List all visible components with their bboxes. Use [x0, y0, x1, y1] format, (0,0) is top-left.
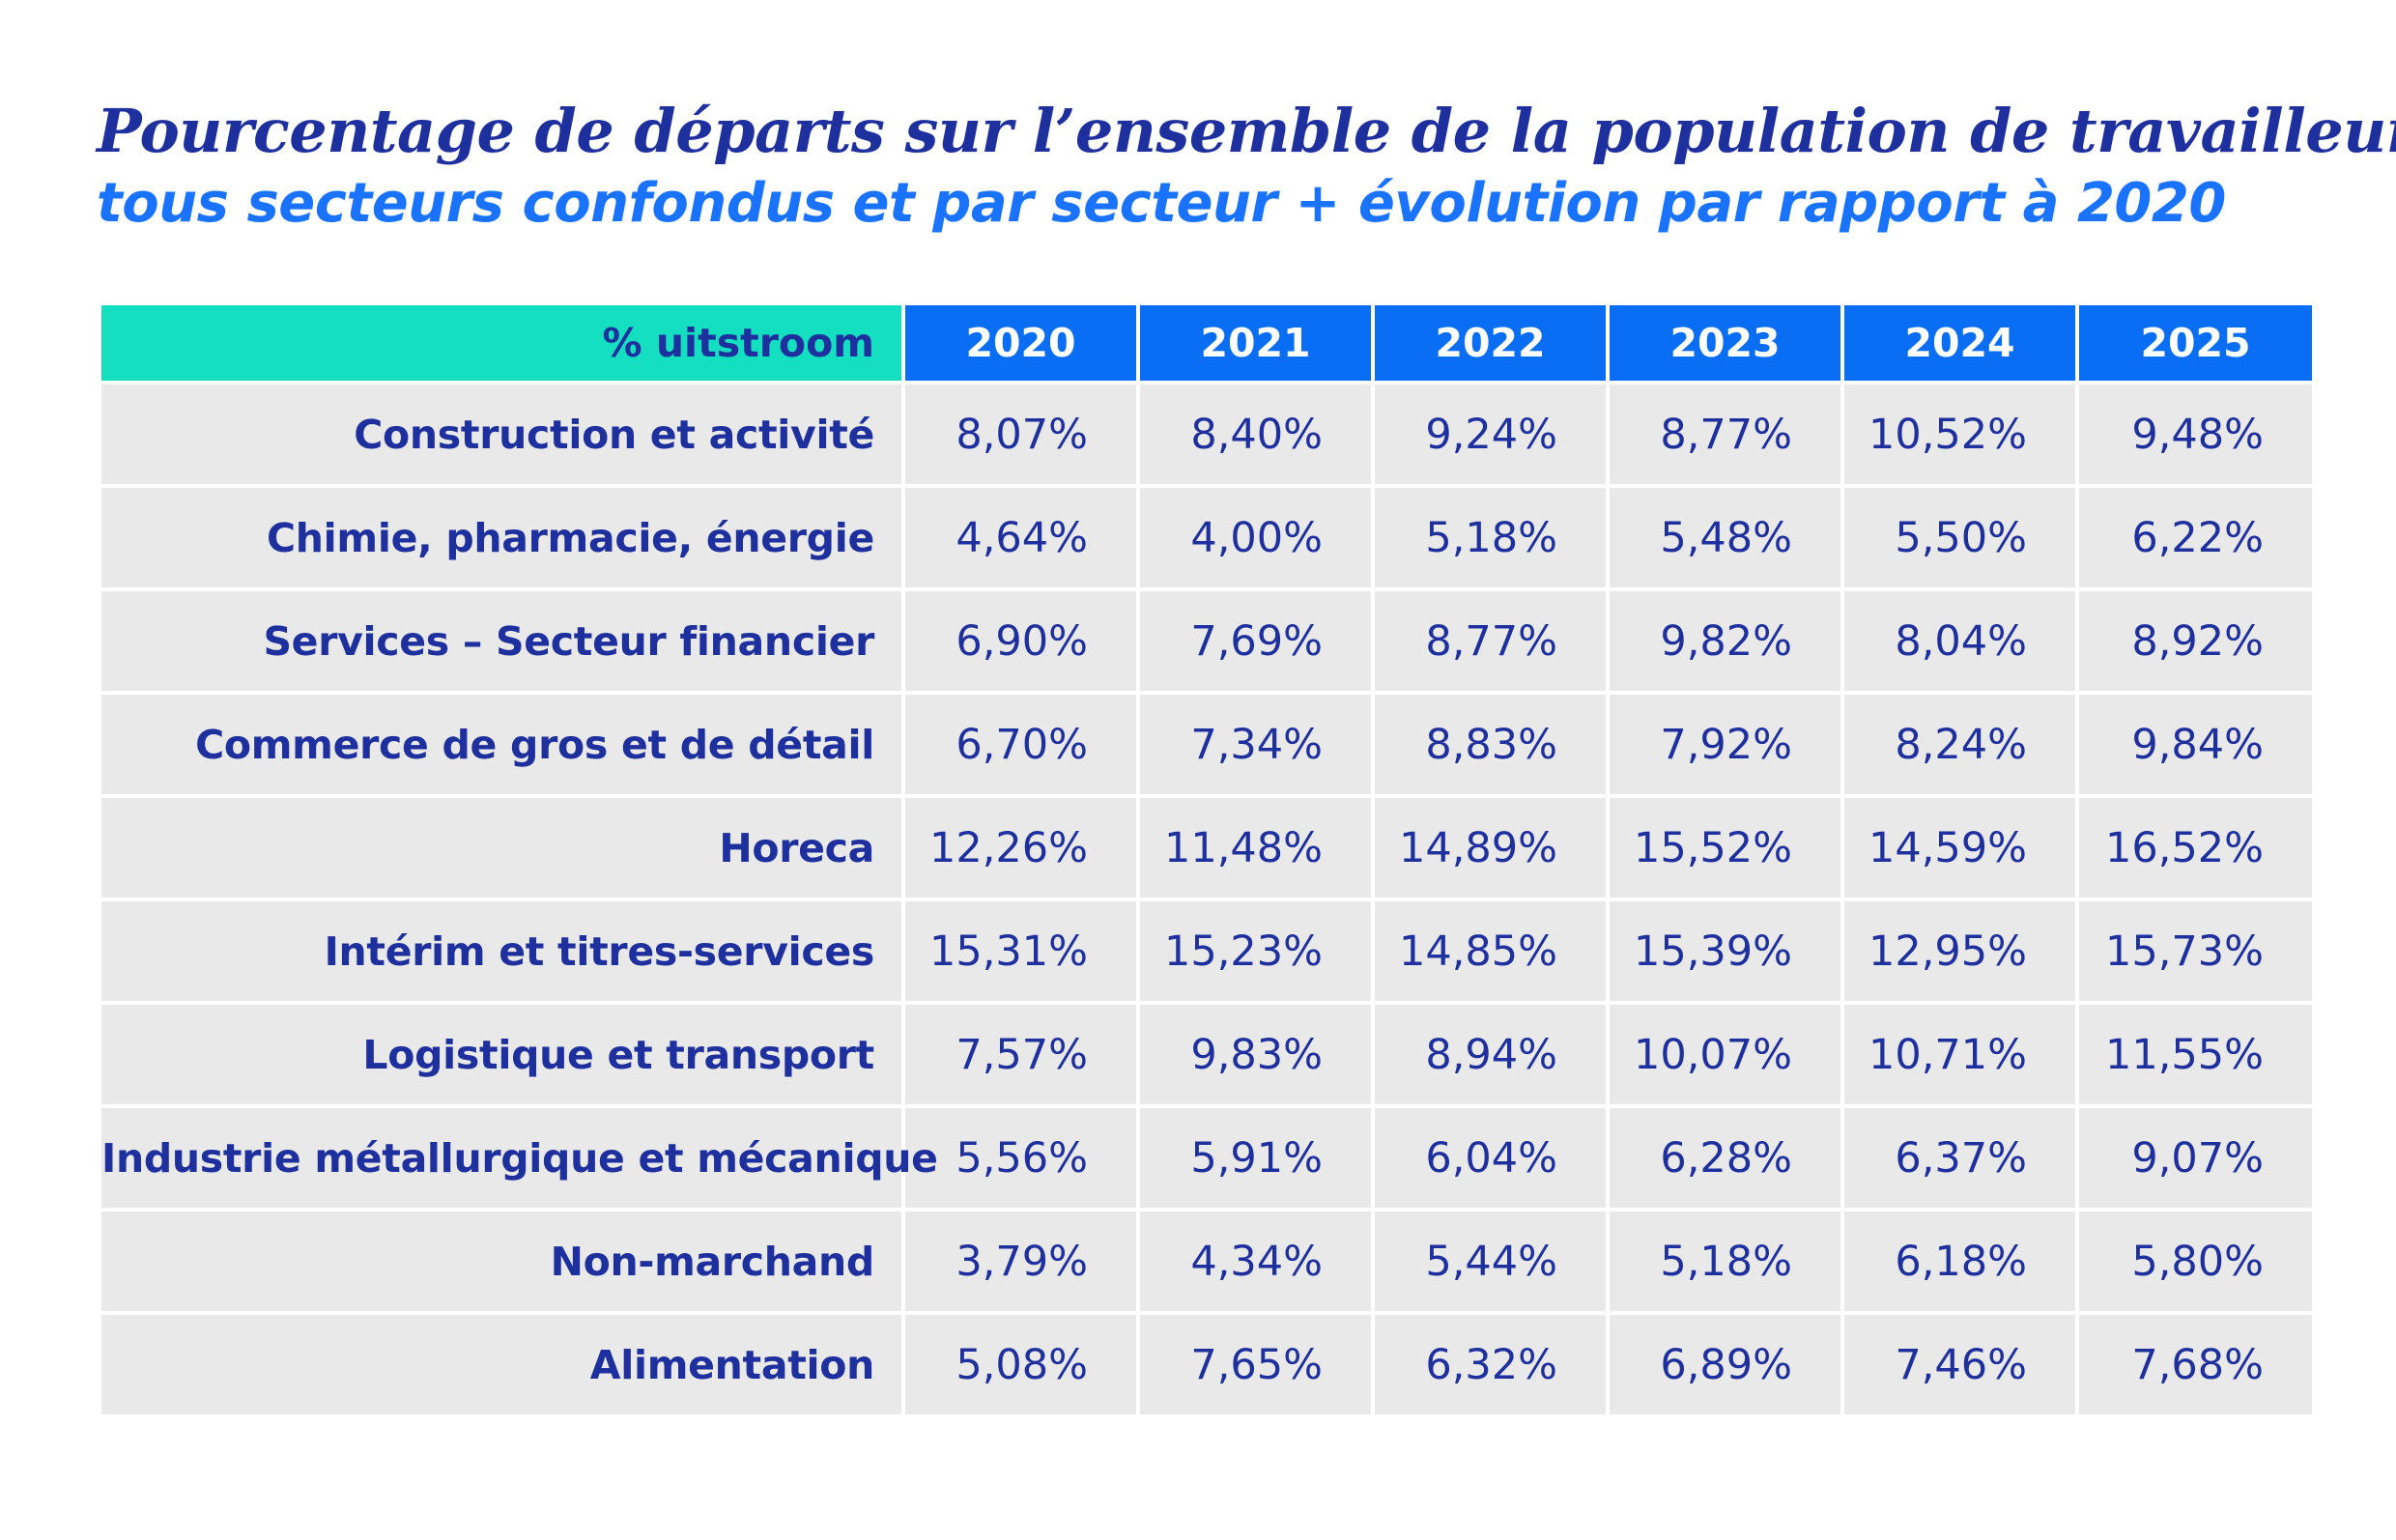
value-cell: 14,85%	[1371, 898, 1610, 1005]
value-cell: 8,40%	[1136, 381, 1375, 488]
value-cell: 10,71%	[1840, 1001, 2079, 1108]
value-cell: 8,77%	[1606, 381, 1844, 488]
value-cell: 11,48%	[1136, 794, 1375, 901]
table-row: Horeca 12,26% 11,48% 14,89% 15,52% 14,59% 16,5…	[98, 794, 2316, 901]
value-cell: 7,65%	[1136, 1311, 1375, 1418]
header-year-cell: 2024	[1840, 301, 2079, 385]
value-cell: 5,80%	[2075, 1208, 2316, 1315]
header-year-cell: 2020	[901, 301, 1140, 385]
value-cell: 7,34%	[1136, 691, 1375, 798]
header-label-cell: % uitstroom	[98, 301, 905, 385]
value-cell: 8,24%	[1840, 691, 2079, 798]
chart-subtitle: tous secteurs confondus et par secteur +…	[97, 172, 2226, 235]
value-cell: 7,46%	[1840, 1311, 2079, 1418]
value-cell: 15,23%	[1136, 898, 1375, 1005]
value-cell: 6,32%	[1371, 1311, 1610, 1418]
value-cell: 8,83%	[1371, 691, 1610, 798]
header-year-cell: 2021	[1136, 301, 1375, 385]
value-cell: 6,90%	[901, 587, 1140, 695]
value-cell: 6,37%	[1840, 1104, 2079, 1212]
value-cell: 4,34%	[1136, 1208, 1375, 1315]
value-cell: 5,18%	[1606, 1208, 1844, 1315]
row-label: Alimentation	[98, 1311, 905, 1418]
value-cell: 9,83%	[1136, 1001, 1375, 1108]
value-cell: 5,44%	[1371, 1208, 1610, 1315]
value-cell: 8,92%	[2075, 587, 2316, 695]
value-cell: 14,89%	[1371, 794, 1610, 901]
value-cell: 6,70%	[901, 691, 1140, 798]
value-cell: 8,77%	[1371, 587, 1610, 695]
data-table: % uitstroom 2020 2021 2022 2023 2024 202…	[98, 301, 2316, 1418]
value-cell: 10,52%	[1840, 381, 2079, 488]
table-row: Industrie métallurgique et mécanique 5,56…	[98, 1104, 2316, 1212]
value-cell: 14,59%	[1840, 794, 2079, 901]
value-cell: 7,69%	[1136, 587, 1375, 695]
header-year-cell: 2023	[1606, 301, 1844, 385]
row-label: Intérim et titres-services	[98, 898, 905, 1005]
table-row: Services – Secteur financier 6,90% 7,69% 8,…	[98, 587, 2316, 695]
value-cell: 9,82%	[1606, 587, 1844, 695]
row-label: Industrie métallurgique et mécanique	[98, 1104, 938, 1212]
value-cell: 3,79%	[901, 1208, 1140, 1315]
table-row: Construction et activité 8,07% 8,40% 9,24% 8…	[98, 381, 2316, 488]
row-label: Commerce de gros et de détail	[98, 691, 905, 798]
value-cell: 5,56%	[901, 1104, 1140, 1212]
value-cell: 5,48%	[1606, 484, 1844, 591]
table-row: Non-marchand 3,79% 4,34% 5,44% 5,18% 6,18% 5,8…	[98, 1208, 2316, 1315]
value-cell: 5,50%	[1840, 484, 2079, 591]
table-row: Chimie, pharmacie, énergie 4,64% 4,00% 5,18…	[98, 484, 2316, 591]
value-cell: 7,92%	[1606, 691, 1844, 798]
value-cell: 9,84%	[2075, 691, 2316, 798]
value-cell: 6,18%	[1840, 1208, 2079, 1315]
value-cell: 6,04%	[1371, 1104, 1610, 1212]
value-cell: 11,55%	[2075, 1001, 2316, 1108]
value-cell: 7,57%	[901, 1001, 1140, 1108]
table-body: Construction et activité 8,07% 8,40% 9,24% 8…	[98, 381, 2316, 1418]
value-cell: 9,24%	[1371, 381, 1610, 488]
row-label: Chimie, pharmacie, énergie	[98, 484, 905, 591]
value-cell: 15,73%	[2075, 898, 2316, 1005]
value-cell: 5,18%	[1371, 484, 1610, 591]
row-label: Non-marchand	[98, 1208, 905, 1315]
table-row: Intérim et titres-services 15,31% 15,23% 14…	[98, 898, 2316, 1005]
value-cell: 15,31%	[901, 898, 1140, 1005]
header-year-cell: 2025	[2075, 301, 2316, 385]
value-cell: 6,89%	[1606, 1311, 1844, 1418]
value-cell: 8,04%	[1840, 587, 2079, 695]
chart-title: Pourcentage de départs sur l’ensemble de…	[97, 96, 2396, 166]
value-cell: 5,91%	[1136, 1104, 1375, 1212]
row-label: Construction et activité	[98, 381, 905, 488]
table-row: Logistique et transport 7,57% 9,83% 8,94% 10…	[98, 1001, 2316, 1108]
value-cell: 12,95%	[1840, 898, 2079, 1005]
value-cell: 7,68%	[2075, 1311, 2316, 1418]
value-cell: 9,07%	[2075, 1104, 2316, 1212]
value-cell: 9,48%	[2075, 381, 2316, 488]
value-cell: 10,07%	[1606, 1001, 1844, 1108]
value-cell: 8,94%	[1371, 1001, 1610, 1108]
header-row: % uitstroom 2020 2021 2022 2023 2024 202…	[98, 301, 2316, 385]
value-cell: 15,52%	[1606, 794, 1844, 901]
row-label: Services – Secteur financier	[98, 587, 905, 695]
row-label: Horeca	[98, 794, 905, 901]
value-cell: 8,07%	[901, 381, 1140, 488]
row-label: Logistique et transport	[98, 1001, 905, 1108]
value-cell: 5,08%	[901, 1311, 1140, 1418]
table-row: Alimentation 5,08% 7,65% 6,32% 6,89% 7,46% 7,6…	[98, 1311, 2316, 1418]
value-cell: 4,00%	[1136, 484, 1375, 591]
value-cell: 15,39%	[1606, 898, 1844, 1005]
value-cell: 4,64%	[901, 484, 1140, 591]
value-cell: 16,52%	[2075, 794, 2316, 901]
header-year-cell: 2022	[1371, 301, 1610, 385]
value-cell: 12,26%	[901, 794, 1140, 901]
value-cell: 6,22%	[2075, 484, 2316, 591]
value-cell: 6,28%	[1606, 1104, 1844, 1212]
table-row: Commerce de gros et de détail 6,70% 7,34% 8…	[98, 691, 2316, 798]
